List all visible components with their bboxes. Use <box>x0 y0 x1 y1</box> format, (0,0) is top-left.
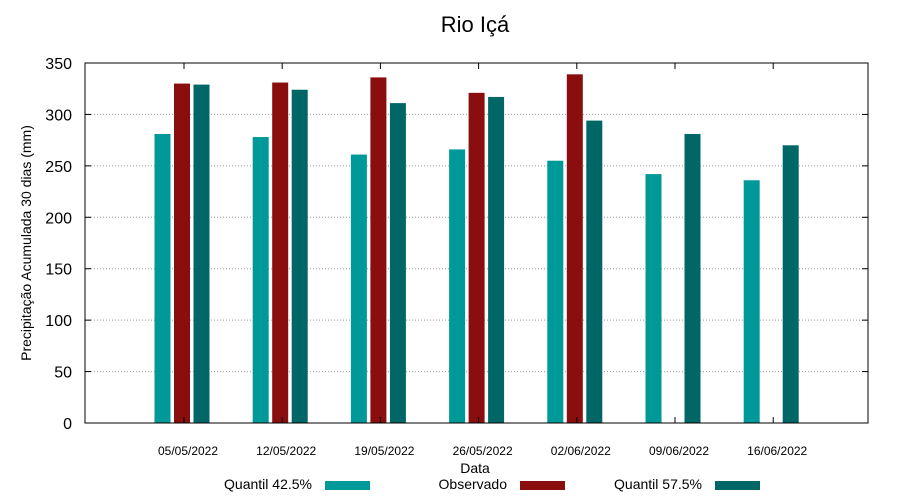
legend-swatch <box>520 481 565 490</box>
x-tick-label: 16/06/2022 <box>747 444 807 458</box>
bar <box>193 84 210 423</box>
plot-frame <box>84 62 869 424</box>
x-tick-label: 19/05/2022 <box>354 444 414 458</box>
x-tick-label: 02/06/2022 <box>551 444 611 458</box>
bar <box>586 120 603 423</box>
y-tick-label: 0 <box>63 416 72 433</box>
x-tick-label: 12/05/2022 <box>256 444 316 458</box>
bar <box>743 180 760 423</box>
y-tick-label: 250 <box>45 159 72 176</box>
y-tick-label: 350 <box>45 56 72 73</box>
bar <box>566 74 583 424</box>
bar <box>291 89 308 423</box>
legend: Quantil 42.5% Observado Quantil 57.5% <box>224 476 760 492</box>
y-tick-label: 200 <box>45 210 72 227</box>
chart-title: Rio Içá <box>441 12 510 37</box>
y-tick-label: 50 <box>54 365 72 382</box>
bar <box>174 83 190 424</box>
x-tick-label: 05/05/2022 <box>158 444 218 458</box>
bar <box>154 133 171 423</box>
legend-swatch <box>715 481 760 490</box>
y-tick-label: 100 <box>45 313 72 330</box>
legend-label: Quantil 42.5% <box>224 476 312 492</box>
bar <box>449 149 466 423</box>
y-axis-label: Precipitação Acumulada 30 dias (mm) <box>18 125 34 361</box>
y-axis-ticks: 0 50 100 150 200 250 300 350 <box>45 56 868 433</box>
y-tick-label: 300 <box>45 107 72 124</box>
bar <box>488 96 505 423</box>
bar <box>468 92 485 423</box>
x-tick-label: 26/05/2022 <box>453 444 513 458</box>
bar <box>389 103 406 423</box>
bar <box>252 137 269 424</box>
x-axis-label: Data <box>460 460 490 476</box>
bar <box>272 82 289 424</box>
bar <box>370 77 387 424</box>
x-axis-ticks: 05/05/2022 12/05/2022 19/05/2022 26/05/2022… <box>158 63 808 458</box>
bar <box>547 160 564 423</box>
legend-swatch <box>325 481 370 490</box>
bar <box>684 133 701 423</box>
bar <box>645 174 662 423</box>
bars <box>154 74 799 424</box>
y-tick-label: 150 <box>45 262 72 279</box>
bar <box>782 145 799 424</box>
legend-label: Quantil 57.5% <box>614 476 702 492</box>
bar <box>350 154 367 424</box>
legend-label: Observado <box>439 476 508 492</box>
x-tick-label: 09/06/2022 <box>649 444 709 458</box>
